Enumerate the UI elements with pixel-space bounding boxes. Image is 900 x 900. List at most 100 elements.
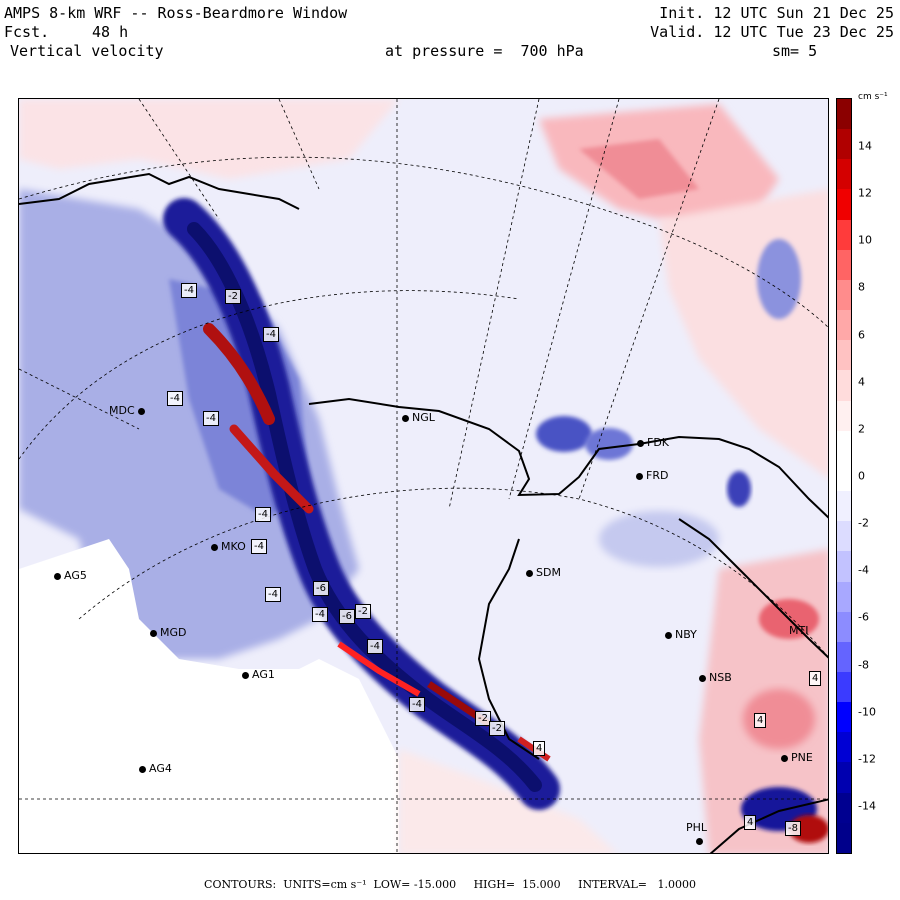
smoothing-value: sm= 5 — [772, 42, 818, 60]
strong-ascent-band — [337, 641, 421, 697]
colorbar-segment — [837, 430, 851, 461]
negative-cell — [757, 239, 801, 319]
station-pne: PNE — [781, 751, 813, 764]
forecast-label: Fcst. — [4, 23, 50, 41]
contour-label: -8 — [785, 821, 801, 836]
high-label: HIGH= 15.000 — [473, 878, 561, 891]
interval-label: INTERVAL= 1.0000 — [578, 878, 696, 891]
contour-label: -4 — [181, 283, 197, 298]
contour-label: -2 — [489, 721, 505, 736]
colorbar-segment — [837, 189, 851, 220]
colorbar-segment — [837, 159, 851, 190]
colorbar-segment — [837, 400, 851, 431]
colorbar-tick-label: 0 — [858, 469, 865, 483]
strong-descent-band — [187, 222, 542, 792]
colorbar-segment — [837, 671, 851, 703]
contour-label: 4 — [809, 671, 822, 686]
low-label: LOW= -15.000 — [373, 878, 457, 891]
colorbar-segment — [837, 249, 851, 280]
station-mgd: MGD — [150, 626, 187, 639]
contour-label: -6 — [339, 609, 355, 624]
positive-region — [19, 99, 399, 179]
contour-label: 4 — [533, 741, 546, 756]
colorbar-ticks: 14 12 10 8 6 4 2 0 -2 -4 -6 -8 -10 -12 -14 — [858, 98, 900, 854]
contour-label: -4 — [263, 327, 279, 342]
colorbar-tick-label: -8 — [858, 658, 869, 672]
contour-label: -6 — [313, 581, 329, 596]
contour-label: -4 — [367, 639, 383, 654]
field-name: Vertical velocity — [10, 42, 164, 60]
colorbar-tick-label: 10 — [858, 233, 872, 247]
units-label: UNITS=cm s⁻¹ — [283, 878, 367, 891]
colorbar-tick-label: -4 — [858, 563, 869, 577]
colorbar-tick-label: 14 — [858, 139, 872, 153]
pressure-level: at pressure = 700 hPa — [385, 42, 584, 60]
station-phl: PHL — [686, 821, 707, 847]
colorbar-segment — [837, 792, 851, 823]
station-ag1: AG1 — [242, 668, 275, 681]
strong-ascent-band — [203, 323, 275, 425]
colorbar-tick-label: 4 — [858, 375, 865, 389]
vertical-velocity-field — [19, 99, 828, 853]
station-fdk: FDK — [637, 436, 669, 449]
colorbar-tick-label: 12 — [858, 186, 872, 200]
colorbar-segment — [837, 822, 851, 853]
contour-label: -4 — [265, 587, 281, 602]
negative-cell — [536, 416, 592, 452]
colorbar-segment — [837, 521, 851, 552]
contour-label: -4 — [312, 607, 328, 622]
positive-region — [579, 139, 699, 199]
colorbar-segment — [837, 551, 851, 582]
contour-label: -4 — [167, 391, 183, 406]
colorbar — [836, 98, 852, 854]
contour-label: -2 — [475, 711, 491, 726]
contour-label: -4 — [255, 507, 271, 522]
no-data-region — [19, 539, 399, 853]
colorbar-segment — [837, 99, 851, 130]
colorbar-tick-label: 6 — [858, 328, 865, 342]
negative-cell — [585, 428, 633, 460]
colorbar-segment — [837, 279, 851, 311]
colorbar-tick-label: -10 — [858, 705, 876, 719]
station-mko: MKO — [211, 540, 246, 553]
station-ag5: AG5 — [54, 569, 87, 582]
colorbar-segment — [837, 129, 851, 160]
colorbar-segment — [837, 340, 851, 371]
colorbar-segment — [837, 702, 851, 733]
strong-ascent-band — [229, 424, 314, 514]
colorbar-segment — [837, 581, 851, 612]
colorbar-tick-label: 8 — [858, 280, 865, 294]
colorbar-segment — [837, 460, 851, 492]
init-time: Init. 12 UTC Sun 21 Dec 25 — [659, 4, 894, 22]
contour-info: CONTOURS: UNITS=cm s⁻¹ LOW= -15.000 HIGH… — [0, 878, 900, 891]
contours-label: CONTOURS: — [204, 878, 277, 891]
valid-time: Valid. 12 UTC Tue 23 Dec 25 — [650, 23, 894, 41]
station-mdc: MDC — [109, 404, 148, 417]
graticule — [19, 99, 828, 853]
colorbar-segment — [837, 370, 851, 401]
colorbar-segment — [837, 762, 851, 793]
forecast-hour: 48 h — [92, 23, 129, 41]
station-ngl: NGL — [402, 411, 435, 424]
coastline — [19, 172, 828, 853]
negative-cell — [599, 511, 719, 567]
colorbar-segment — [837, 732, 851, 763]
positive-region — [399, 749, 617, 853]
station-nsb: NSB — [699, 671, 732, 684]
contour-label: -2 — [355, 604, 371, 619]
negative-cell — [727, 471, 751, 507]
station-frd: FRD — [636, 469, 668, 482]
colorbar-segment — [837, 310, 851, 341]
colorbar-segment — [837, 491, 851, 522]
map-panel: MDC NGL FDK FRD MKO AG5 SDM MGD NBY AG1 … — [18, 98, 829, 854]
colorbar-units: cm s⁻¹ — [858, 92, 888, 102]
colorbar-segment — [837, 641, 851, 672]
colorbar-tick-label: -6 — [858, 610, 869, 624]
map-title: AMPS 8-km WRF -- Ross-Beardmore Window — [4, 4, 348, 22]
colorbar-tick-label: -2 — [858, 516, 869, 530]
colorbar-segment — [837, 611, 851, 642]
station-mti: MTI — [789, 624, 809, 637]
colorbar-tick-label: 2 — [858, 422, 865, 436]
station-ag4: AG4 — [139, 762, 172, 775]
contour-label: 4 — [754, 713, 767, 728]
